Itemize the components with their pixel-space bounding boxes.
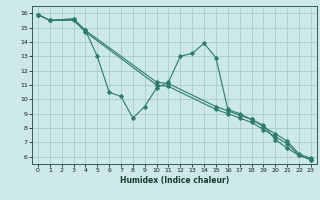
X-axis label: Humidex (Indice chaleur): Humidex (Indice chaleur) xyxy=(120,176,229,185)
